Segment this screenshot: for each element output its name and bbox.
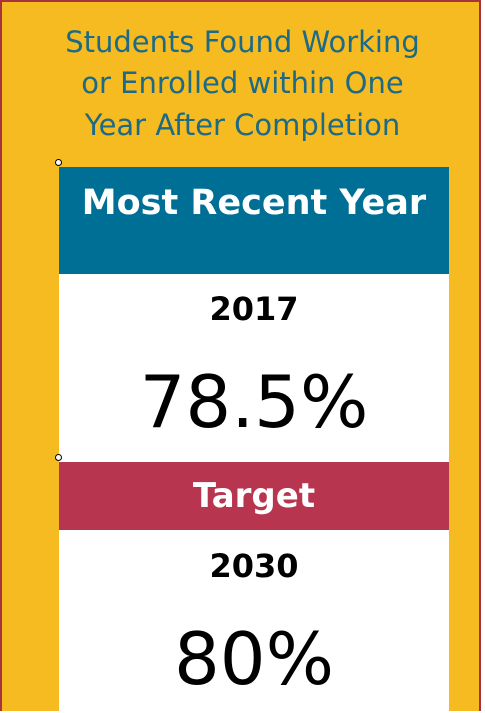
recent-year: 2017 xyxy=(209,290,299,328)
target-year: 2030 xyxy=(209,547,299,585)
target-header: Target xyxy=(59,462,449,530)
recent-header: Most Recent Year xyxy=(59,167,449,274)
handle xyxy=(55,454,62,461)
recent-panel xyxy=(59,274,449,462)
title-line: Students Found Working xyxy=(65,25,420,59)
recent-value: 78.5% xyxy=(139,360,369,444)
target-panel xyxy=(59,530,449,713)
title-line: or Enrolled within One xyxy=(81,66,404,100)
target-value: 80% xyxy=(173,617,335,701)
title-line: Year After Completion xyxy=(84,108,401,142)
handle xyxy=(55,159,62,166)
